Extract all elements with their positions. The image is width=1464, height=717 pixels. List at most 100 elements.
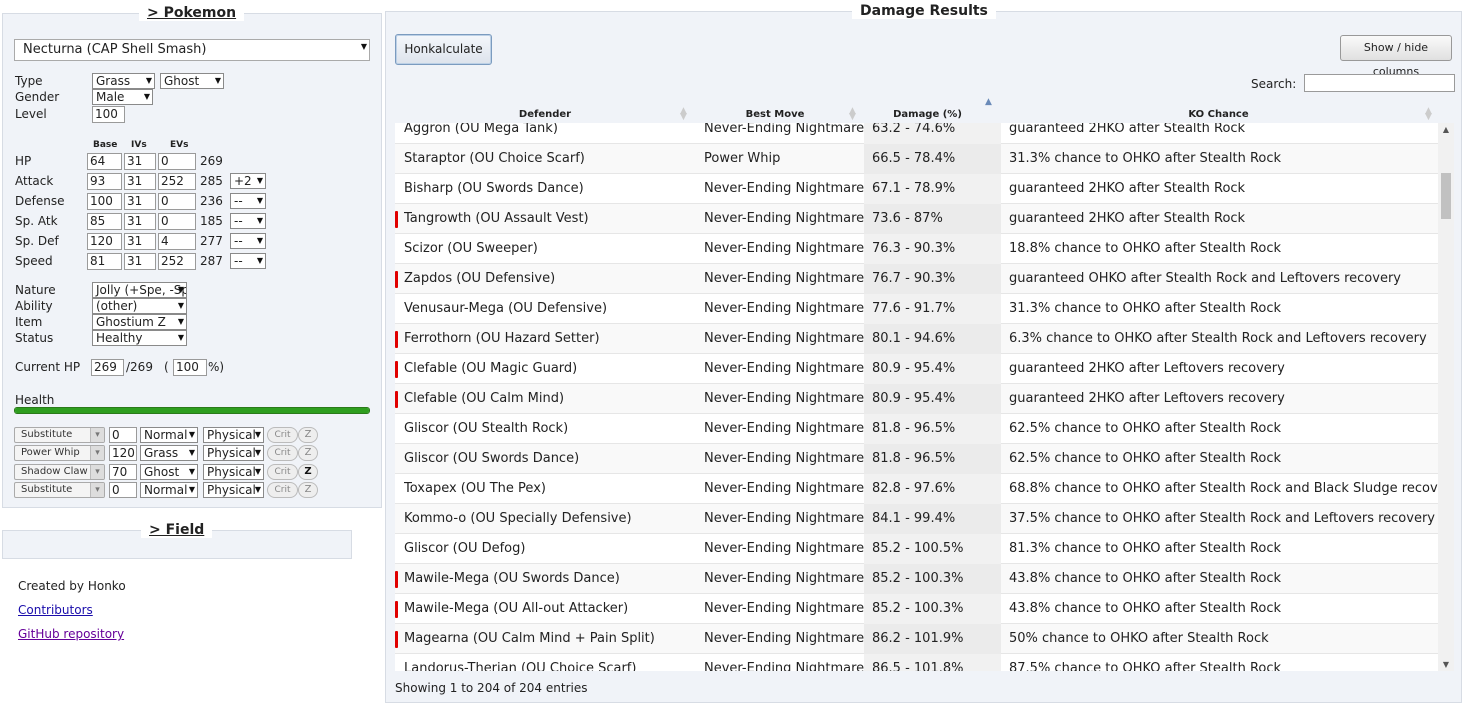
search-input[interactable] — [1304, 74, 1455, 92]
move-bp-input-1[interactable]: 0 — [109, 427, 137, 443]
item-select[interactable]: Ghostium Z — [92, 314, 187, 330]
table-row[interactable]: Scizor (OU Sweeper) Never-Ending Nightmar… — [395, 234, 1438, 264]
column-header-best-move[interactable]: Best Move — [745, 109, 805, 120]
move-select-1[interactable]: Substitute — [14, 427, 105, 443]
stat-boost-spatk[interactable]: -- — [230, 213, 266, 229]
hp-percent-input[interactable]: 100 — [173, 359, 207, 376]
table-row[interactable]: Gliscor (OU Swords Dance) Never-Ending Ni… — [395, 444, 1438, 474]
table-row[interactable]: Toxapex (OU The Pex) Never-Ending Nightma… — [395, 474, 1438, 504]
level-input[interactable]: 100 — [92, 106, 125, 123]
scroll-down-arrow-icon[interactable]: ▼ — [1442, 660, 1450, 669]
table-row[interactable]: Magearna (OU Calm Mind + Pain Split) Neve… — [395, 624, 1438, 654]
stat-base-spatk[interactable]: 85 — [87, 213, 122, 230]
current-hp-input[interactable]: 269 — [91, 359, 124, 376]
stat-ev-attack[interactable]: 252 — [158, 173, 196, 190]
stat-boost-spdef[interactable]: -- — [230, 233, 266, 249]
column-header-ko-chance[interactable]: KO Chance — [1188, 109, 1249, 120]
stat-base-hp[interactable]: 64 — [87, 153, 122, 170]
move-type-select-3[interactable]: Ghost — [140, 464, 198, 480]
table-row[interactable]: Venusaur-Mega (OU Defensive) Never-Ending… — [395, 294, 1438, 324]
move-category-select-2[interactable]: Physical — [203, 445, 264, 461]
sort-icon-defender[interactable]: ▲ ▼ — [680, 106, 687, 122]
stat-iv-spatk[interactable]: 31 — [124, 213, 156, 230]
table-row[interactable]: Landorus-Therian (OU Choice Scarf) Never-… — [395, 654, 1438, 671]
stat-boost-defense[interactable]: -- — [230, 193, 266, 209]
row-damage: 80.1 - 94.6% — [864, 324, 1001, 354]
field-panel-heading[interactable]: > Field — [141, 522, 213, 538]
nature-select[interactable]: Jolly (+Spe, -SpA) — [92, 282, 187, 298]
stat-base-spdef[interactable]: 120 — [87, 233, 122, 250]
honkalculate-button[interactable]: Honkalculate — [395, 34, 492, 65]
table-row[interactable]: Mawile-Mega (OU All-out Attacker) Never-E… — [395, 594, 1438, 624]
move-bp-input-3[interactable]: 70 — [109, 464, 137, 480]
move-z-toggle-2[interactable]: Z — [298, 445, 318, 461]
sort-ascending-icon[interactable]: ▲ — [985, 97, 992, 107]
move-z-toggle-4[interactable]: Z — [298, 482, 318, 498]
stat-iv-speed[interactable]: 31 — [124, 253, 156, 270]
move-crit-toggle-2[interactable]: Crit — [267, 445, 298, 461]
move-bp-input-2[interactable]: 120 — [109, 445, 137, 461]
stat-iv-hp[interactable]: 31 — [124, 153, 156, 170]
species-select[interactable]: Necturna (CAP Shell Smash) — [14, 39, 370, 61]
stat-ev-hp[interactable]: 0 — [158, 153, 196, 170]
github-link[interactable]: GitHub repository — [18, 627, 125, 641]
stat-boost-attack[interactable]: +2 — [230, 173, 266, 189]
stat-iv-spdef[interactable]: 31 — [124, 233, 156, 250]
table-row[interactable]: Aggron (OU Mega Tank) Never-Ending Nightm… — [395, 123, 1438, 144]
table-row[interactable]: Gliscor (OU Stealth Rock) Never-Ending Ni… — [395, 414, 1438, 444]
row-best-move: Never-Ending Nightmare — [704, 391, 864, 406]
stat-base-defense[interactable]: 100 — [87, 193, 122, 210]
column-header-damage[interactable]: Damage (%) — [893, 109, 962, 120]
move-type-select-2[interactable]: Grass — [140, 445, 198, 461]
ability-select[interactable]: (other) — [92, 298, 187, 314]
stat-iv-defense[interactable]: 31 — [124, 193, 156, 210]
move-type-select-1[interactable]: Normal — [140, 427, 198, 443]
stat-ev-spdef[interactable]: 4 — [158, 233, 196, 250]
stat-iv-attack[interactable]: 31 — [124, 173, 156, 190]
status-select[interactable]: Healthy — [92, 330, 187, 346]
type2-select[interactable]: Ghost — [160, 73, 224, 89]
table-row[interactable]: Bisharp (OU Swords Dance) Never-Ending Ni… — [395, 174, 1438, 204]
move-crit-toggle-1[interactable]: Crit — [267, 427, 298, 443]
stat-base-speed[interactable]: 81 — [87, 253, 122, 270]
table-row[interactable]: Kommo-o (OU Specially Defensive) Never-En… — [395, 504, 1438, 534]
stat-boost-speed[interactable]: -- — [230, 253, 266, 269]
type1-select[interactable]: Grass — [92, 73, 155, 89]
move-crit-toggle-4[interactable]: Crit — [267, 482, 298, 498]
stat-ev-spatk[interactable]: 0 — [158, 213, 196, 230]
stat-base-attack[interactable]: 93 — [87, 173, 122, 190]
table-row[interactable]: Mawile-Mega (OU Swords Dance) Never-Endin… — [395, 564, 1438, 594]
table-row[interactable]: Staraptor (OU Choice Scarf) Power Whip 66.… — [395, 144, 1438, 174]
show-hide-columns-button[interactable]: Show / hide columns — [1340, 35, 1452, 78]
stat-ev-defense[interactable]: 0 — [158, 193, 196, 210]
sort-icon-ko-chance[interactable]: ▲ ▼ — [1425, 106, 1432, 122]
table-row[interactable]: Gliscor (OU Defog) Never-Ending Nightmare… — [395, 534, 1438, 564]
move-category-select-4[interactable]: Physical — [203, 482, 264, 498]
move-z-toggle-1[interactable]: Z — [298, 427, 318, 443]
sort-icon-best-move[interactable]: ▲ ▼ — [849, 106, 856, 122]
created-by-text: Created by Honko — [18, 579, 126, 593]
pokemon-panel-heading[interactable]: > Pokemon — [139, 5, 245, 21]
gender-select[interactable]: Male — [92, 89, 153, 105]
move-type-select-4[interactable]: Normal — [140, 482, 198, 498]
contributors-link[interactable]: Contributors — [18, 603, 93, 617]
move-z-toggle-3[interactable]: Z — [298, 464, 318, 480]
move-select-4[interactable]: Substitute — [14, 482, 105, 498]
column-header-defender[interactable]: Defender — [518, 109, 572, 120]
move-category-select-3[interactable]: Physical — [203, 464, 264, 480]
move-select-3[interactable]: Shadow Claw — [14, 464, 105, 480]
move-select-2[interactable]: Power Whip — [14, 445, 105, 461]
table-scrollbar[interactable]: ▲ ▼ — [1438, 123, 1454, 671]
move-bp-input-4[interactable]: 0 — [109, 482, 137, 498]
table-row[interactable]: Ferrothorn (OU Hazard Setter) Never-Endin… — [395, 324, 1438, 354]
scrollbar-thumb[interactable] — [1441, 173, 1451, 219]
move-category-select-1[interactable]: Physical — [203, 427, 264, 443]
table-row[interactable]: Tangrowth (OU Assault Vest) Never-Ending … — [395, 204, 1438, 234]
table-row[interactable]: Clefable (OU Calm Mind) Never-Ending Nigh… — [395, 384, 1438, 414]
stat-ev-speed[interactable]: 252 — [158, 253, 196, 270]
table-row[interactable]: Clefable (OU Magic Guard) Never-Ending Ni… — [395, 354, 1438, 384]
hp-percent-suffix: %) — [208, 360, 225, 374]
move-crit-toggle-3[interactable]: Crit — [267, 464, 298, 480]
scroll-up-arrow-icon[interactable]: ▲ — [1442, 125, 1450, 134]
table-row[interactable]: Zapdos (OU Defensive) Never-Ending Nightm… — [395, 264, 1438, 294]
